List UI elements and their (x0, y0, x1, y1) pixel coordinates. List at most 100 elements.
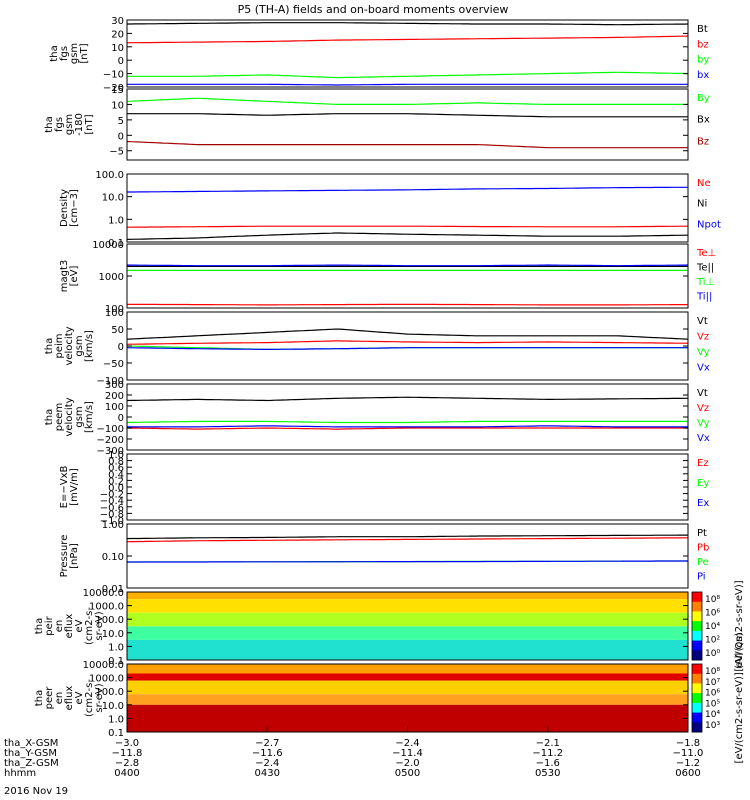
x-tick-label: 0400 (114, 768, 139, 779)
y-axis-label: [nT] (79, 43, 90, 63)
date-label: 2016 Nov 19 (4, 786, 68, 797)
panel-frame (126, 173, 689, 243)
spectrogram-band (127, 612, 688, 627)
x-tick-label: 0600 (675, 768, 700, 779)
y-tick-label: −5 (109, 147, 124, 158)
y-tick-label: 100.0 (95, 170, 124, 181)
spectrogram-band (127, 664, 688, 674)
y-axis-label: Pressure (59, 535, 70, 578)
colorbar-tick-label: 10⁴ (705, 622, 720, 632)
y-tick-label: −200 (97, 435, 124, 446)
legend-label: Vy (697, 418, 710, 429)
x-tick-label: −2.0 (395, 758, 419, 769)
colorbar-label: [eV/(cm2-s-sr-eV)] (734, 580, 745, 671)
panel-7: Ez Ey Ex 1.00.80.60.40.20.0−0.2−0.4−0.6−0.8… (59, 450, 709, 527)
series-line (127, 113, 688, 118)
x-tick-label: −1.2 (676, 758, 700, 769)
y-tick-label: 50 (111, 325, 124, 336)
panel-frame (126, 591, 689, 661)
spectrogram-band (127, 626, 688, 640)
x-row-label: tha_Z-GSM (4, 758, 59, 769)
y-tick-label: 10.0 (102, 629, 124, 640)
colorbar-label: [eV/(cm2-s-sr-eV)] (All Qs) (734, 632, 745, 763)
x-tick-label: −2.8 (115, 758, 139, 769)
spectrogram-band (127, 694, 688, 705)
panel-frame (126, 88, 689, 161)
colorbar-tick-label: 10² (705, 636, 720, 646)
series-line (126, 340, 689, 345)
panel-5: Vt Vz Vy Vx 100 50 0 −50 −100 tha peim velocity gsm[… (44, 308, 710, 387)
colorbar-tick-label: 10⁵ (705, 699, 720, 709)
y-tick-label: 0 (118, 131, 124, 142)
legend-label: Ti|| (696, 292, 712, 303)
x-axis: tha_X-GSM −3.0 −2.7 −2.4 −2.1 −1.8 tha_Y-GSM −1… (4, 726, 703, 797)
y-tick-label: 0.6 (108, 463, 124, 474)
legend-label: Bt (697, 24, 708, 35)
colorbar-tick-label: 10⁸ (705, 595, 720, 605)
series-line (126, 427, 688, 430)
y-tick-label: 100 (105, 308, 124, 319)
legend-label: Te|| (696, 263, 714, 274)
x-tick-label: −11.4 (392, 748, 423, 759)
y-tick-label: 1.00 (102, 520, 124, 531)
y-axis-label: [nPa] (69, 543, 80, 569)
y-tick-label: 10000 (92, 240, 124, 251)
series-line (126, 35, 689, 44)
panel-3: Ne Ni Npot 100.0 10.0 1.0 0.1 Density [cm−3] (59, 170, 721, 249)
legend-label: Vx (697, 433, 710, 444)
legend-label: Pe (697, 557, 709, 568)
chart-title: P5 (TH-A) fields and on-board moments ov… (238, 3, 509, 16)
y-tick-label: 1.0 (108, 215, 124, 226)
x-tick-label: −2.7 (255, 738, 279, 749)
y-tick-label: 1000.0 (89, 602, 124, 613)
x-tick-label: −2.4 (255, 758, 279, 769)
y-tick-label: 1.0 (108, 450, 124, 461)
panel-1: Bt bz by bx 30 20 10 0 −10 −20 tha fgs gsm [nT] (49, 16, 709, 94)
y-axis-label: [cm−3] (69, 189, 80, 227)
y-tick-label: −10 (103, 70, 124, 81)
colorbar-tick-label: 10⁷ (705, 678, 720, 688)
y-tick-label: 200 (105, 391, 124, 402)
colorbar-segment (692, 592, 702, 603)
legend-label: Vz (697, 403, 709, 414)
series-line (126, 534, 688, 540)
colorbar-tick-label: 10⁶ (705, 609, 720, 619)
spectrogram-band (127, 639, 688, 660)
y-axis-label: eflux (64, 614, 75, 639)
colorbar-tick-label: 10⁶ (705, 689, 720, 699)
y-axis-label: en (54, 692, 65, 705)
x-tick-label: −1.8 (676, 738, 700, 749)
y-tick-label: 0.2 (108, 476, 124, 487)
y-tick-label: 0 (118, 56, 124, 67)
colorbar-segment (692, 683, 702, 694)
panel-frame (126, 311, 689, 381)
series-line (127, 560, 688, 563)
y-axis-label: sr-eV) (94, 611, 105, 640)
legend-label: Ti⊥ (696, 277, 714, 288)
panel-2: By Bx Bz 15 10 5 0 −5 tha fgs gsm -180 [nT] (44, 85, 710, 161)
y-axis-label: peem (54, 403, 65, 431)
y-tick-label: 100 (105, 402, 124, 413)
series-line (127, 83, 688, 86)
y-tick-label: 30 (111, 16, 124, 27)
legend-label: Te⊥ (696, 248, 716, 259)
legend-label: Vt (697, 388, 708, 399)
y-axis-label: gsm (74, 406, 85, 427)
series-line (126, 232, 688, 240)
series-line (126, 537, 688, 543)
panel-frame (126, 19, 689, 88)
y-axis-label: [eV] (69, 266, 80, 287)
legend-label: Bz (697, 136, 709, 147)
y-axis-label: [nT] (84, 114, 95, 134)
series-line (126, 328, 689, 340)
y-tick-label: 100.0 (95, 687, 124, 698)
legend-label: Vt (697, 316, 708, 327)
y-axis-label: [km/s] (84, 330, 95, 362)
y-tick-label: −100 (97, 376, 124, 387)
y-tick-label: 10000.0 (83, 588, 124, 599)
series-line (126, 97, 688, 105)
y-tick-label: 100 (105, 304, 124, 315)
colorbar-segment (692, 712, 702, 723)
